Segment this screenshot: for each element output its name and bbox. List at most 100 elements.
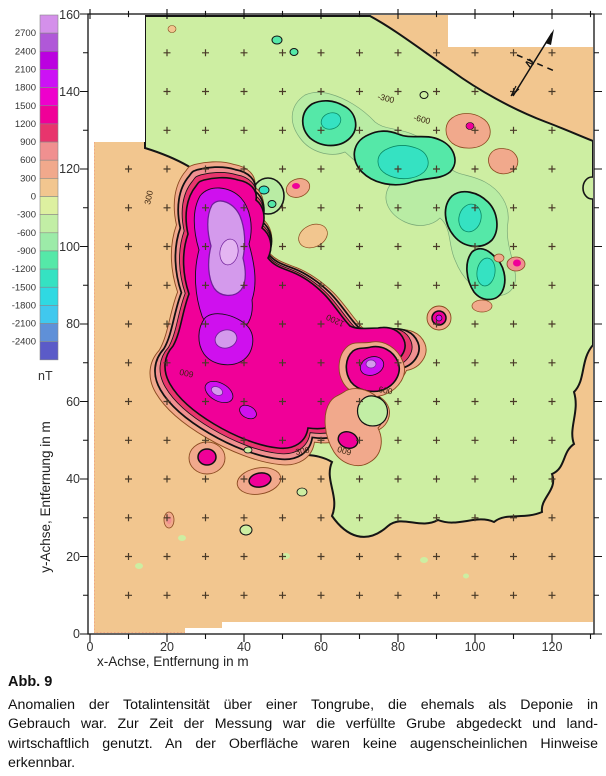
ring-blob-core xyxy=(435,314,443,322)
legend-label: -1200 xyxy=(12,264,36,275)
ridge-core-1800b xyxy=(239,404,257,420)
y-tick-label: 120 xyxy=(59,162,80,176)
legend-label: -600 xyxy=(17,228,36,239)
map-area: 300 1200 300 600 -300 -600 600 600 xyxy=(94,15,593,633)
salmon-patch-upper2 xyxy=(488,148,519,175)
legend-swatch xyxy=(39,69,59,88)
legend-swatch xyxy=(39,196,59,215)
x-tick-label: 20 xyxy=(160,640,174,654)
salmon-patch3-dot xyxy=(292,183,300,189)
y-tick-labels: 0 20 40 60 80 100 120 140 160 xyxy=(59,8,80,641)
negative-1200-core xyxy=(377,145,429,180)
legend-label: -300 xyxy=(17,210,36,221)
x-tick-label: 80 xyxy=(391,640,405,654)
legend-swatch xyxy=(39,105,59,125)
y-tick-label: 160 xyxy=(59,8,80,22)
y-axis-title: y-Achse, Entfernung in m xyxy=(38,421,53,573)
green-island xyxy=(239,524,253,536)
green-island xyxy=(463,573,469,579)
green-island xyxy=(296,487,308,497)
x-tick-label: 100 xyxy=(465,640,486,654)
legend-label: -2400 xyxy=(12,337,36,348)
y-tick-label: 0 xyxy=(73,627,80,641)
legend-swatch xyxy=(39,141,59,161)
legend-label: 0 xyxy=(31,192,36,203)
small-blob-1200 xyxy=(197,448,217,466)
small-blob2-1200 xyxy=(248,472,272,488)
legend-swatch xyxy=(39,214,59,234)
y-tick-label: 60 xyxy=(66,395,80,409)
teal-dot-ne xyxy=(267,200,277,208)
legend-label: 2100 xyxy=(15,65,36,76)
teal-dot xyxy=(271,35,283,45)
contour-label: 300 xyxy=(295,445,311,457)
legend-swatch xyxy=(39,87,59,107)
contour-label: -600 xyxy=(413,112,432,126)
green-island xyxy=(178,535,186,541)
x-tick-label: 40 xyxy=(237,640,251,654)
contour-label: 600 xyxy=(378,384,394,396)
y-tick-label: 140 xyxy=(59,85,80,99)
x-tick-label: 60 xyxy=(314,640,328,654)
negative-1200-core xyxy=(320,112,342,130)
teal-dot xyxy=(289,48,299,56)
legend-label: 1800 xyxy=(15,83,36,94)
legend-swatch xyxy=(39,14,59,34)
caption-line: erkennbar. xyxy=(8,755,76,772)
x-tick-labels: 0 20 40 60 80 100 120 xyxy=(87,640,563,654)
pink-dot-core xyxy=(513,259,521,267)
salmon-dot-midright xyxy=(471,299,493,313)
southeast-arc-1200 xyxy=(337,431,359,449)
contour-map-figure: 2700 2400 2100 1800 1500 1200 900 600 30… xyxy=(12,8,602,669)
orange-dot xyxy=(167,25,177,33)
station-markers xyxy=(125,49,556,599)
y-tick-label: 80 xyxy=(66,317,80,331)
legend-label: -900 xyxy=(17,246,36,257)
legend-labels: 2700 2400 2100 1800 1500 1200 900 600 30… xyxy=(12,28,36,348)
color-legend: 2700 2400 2100 1800 1500 1200 900 600 30… xyxy=(12,14,59,383)
x-tick-label: 120 xyxy=(542,640,563,654)
legend-swatch xyxy=(39,50,59,70)
green-island xyxy=(243,446,253,454)
axis-ticks xyxy=(80,9,602,642)
green-island xyxy=(135,563,143,569)
legend-swatch xyxy=(39,178,59,197)
contour-label: 600 xyxy=(336,444,353,458)
y-tick-label: 100 xyxy=(59,240,80,254)
legend-swatch xyxy=(39,123,59,143)
caption-label: Abb. 9 xyxy=(8,674,53,690)
east-blob-core xyxy=(365,359,377,369)
legend-label: -2100 xyxy=(12,319,36,330)
green-dot-right-edge xyxy=(582,176,593,200)
x-axis-title: x-Achse, Entfernung in m xyxy=(97,654,249,669)
contour-label: -300 xyxy=(377,91,396,105)
salmon-patch-dot xyxy=(465,122,475,130)
contour-label: 600 xyxy=(178,367,194,380)
legend-label: 1200 xyxy=(15,119,36,130)
legend-label: -1500 xyxy=(12,282,36,293)
legend-swatch xyxy=(39,159,59,179)
legend-label: 900 xyxy=(20,137,36,148)
figure-caption: Abb. 9 Anomalien der Totalintensität übe… xyxy=(8,674,598,774)
pink-dot2 xyxy=(493,253,505,263)
y-tick-label: 40 xyxy=(66,472,80,486)
green-island xyxy=(420,557,428,563)
legend-label: 300 xyxy=(20,173,36,184)
legend-swatch xyxy=(39,323,59,342)
ridge-core-2400 xyxy=(211,386,223,396)
x-tick-label: 0 xyxy=(87,640,94,654)
legend-label: 600 xyxy=(20,155,36,166)
caption-line: Anomalien der Totalintensität über einer… xyxy=(8,697,598,713)
legend-swatch xyxy=(39,32,59,52)
caption-line: wirtschaftlich genutzt. An der Oberfläch… xyxy=(8,735,598,752)
southeast-arc-green-sliver xyxy=(356,395,389,427)
legend-swatch xyxy=(39,305,59,324)
teal-dot-ne xyxy=(258,185,270,195)
axes: 0 20 40 60 80 100 120 0 20 40 60 80 100 … xyxy=(38,8,602,669)
legend-swatch xyxy=(39,250,59,270)
legend-label: 2400 xyxy=(15,46,36,57)
anomaly-2400-core-lower xyxy=(214,329,238,349)
contour-label: 300 xyxy=(142,189,155,205)
legend-unit-label: nT xyxy=(38,369,53,383)
